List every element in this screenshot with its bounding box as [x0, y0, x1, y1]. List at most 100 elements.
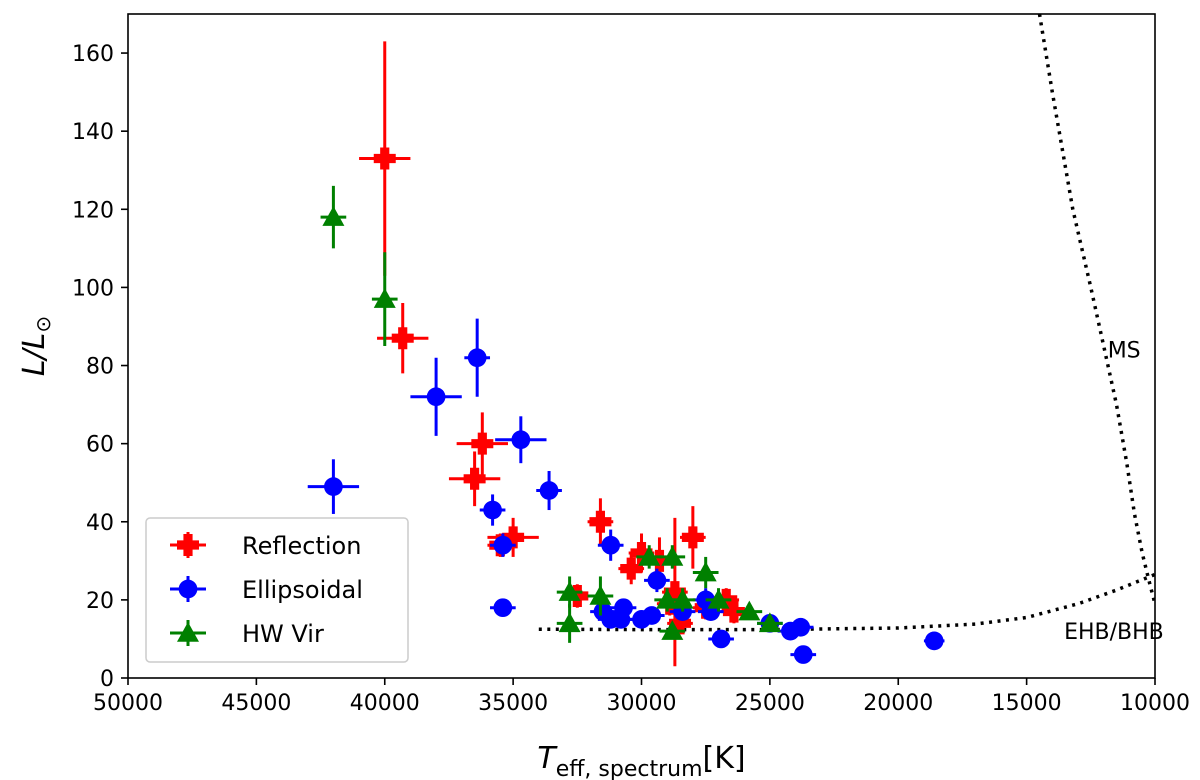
series-hw-vir	[320, 185, 783, 643]
data-point	[692, 556, 719, 589]
x-tick-label: 15000	[992, 691, 1062, 716]
point-marker	[642, 606, 662, 625]
series-layer	[307, 41, 945, 667]
point-marker	[322, 206, 345, 226]
y-tick-label: 60	[86, 433, 114, 458]
x-tick-label: 30000	[607, 691, 677, 716]
legend-item: Reflection	[170, 532, 361, 560]
data-point	[636, 545, 663, 569]
data-point	[371, 252, 398, 346]
point-marker	[711, 629, 731, 649]
annotations: MS EHB/BHB	[1064, 339, 1164, 645]
data-point	[307, 459, 360, 514]
point-marker	[601, 535, 621, 555]
point-marker	[671, 588, 694, 609]
point-marker	[694, 561, 717, 582]
point-marker	[638, 545, 661, 566]
y-tick-label: 40	[86, 511, 114, 536]
point-marker	[589, 584, 612, 605]
data-point	[359, 41, 411, 276]
data-point	[536, 470, 562, 511]
data-point	[495, 416, 547, 464]
point-marker	[391, 327, 414, 350]
y-axis-label: L/L⊙	[17, 316, 55, 376]
point-marker	[373, 288, 396, 308]
data-point	[610, 598, 637, 618]
point-marker	[738, 600, 761, 621]
x-tick-label: 10000	[1120, 691, 1190, 716]
legend-marker	[178, 579, 198, 599]
point-marker	[648, 549, 671, 572]
data-point	[787, 617, 814, 637]
legend-label: Reflection	[242, 532, 361, 560]
point-marker	[722, 600, 745, 623]
x-axis-label-unit: [K]	[703, 741, 746, 776]
data-point	[923, 631, 945, 651]
point-marker	[463, 467, 486, 490]
y-tick-label: 20	[86, 589, 114, 614]
data-point	[708, 629, 734, 649]
annotation-ehb-bhb: EHB/BHB	[1064, 620, 1164, 645]
data-point	[736, 600, 763, 621]
data-point	[556, 576, 583, 608]
annotation-ms: MS	[1108, 339, 1141, 364]
x-tick-label: 35000	[478, 691, 548, 716]
point-marker	[471, 432, 494, 455]
legend-marker	[177, 622, 199, 642]
data-point	[490, 533, 516, 557]
point-marker	[791, 617, 811, 637]
x-axis-label: Teff, spectrum[K]	[537, 741, 745, 780]
data-point	[587, 498, 614, 546]
x-tick-label: 20000	[863, 691, 933, 716]
point-marker	[647, 571, 667, 590]
point-marker	[467, 348, 487, 368]
point-marker	[493, 535, 513, 555]
point-marker	[661, 620, 684, 640]
x-tick-label: 25000	[735, 691, 805, 716]
x-tick-label: 45000	[221, 691, 291, 716]
data-point	[669, 588, 696, 612]
point-marker	[656, 588, 679, 609]
data-point	[790, 645, 817, 664]
data-point	[456, 412, 508, 475]
data-point	[464, 318, 491, 397]
y-axis-label-sub: ⊙	[31, 316, 55, 333]
point-marker	[793, 645, 813, 664]
point-marker	[589, 510, 612, 533]
legend-marker	[177, 534, 200, 557]
point-marker	[681, 526, 704, 549]
data-point	[556, 603, 583, 643]
point-marker	[539, 481, 559, 500]
point-marker	[558, 581, 581, 601]
data-point	[659, 545, 686, 569]
legend-item: Ellipsoidal	[170, 576, 363, 604]
point-marker	[493, 598, 513, 618]
point-marker	[707, 588, 730, 609]
data-point	[638, 606, 665, 625]
data-point	[659, 620, 686, 640]
point-marker	[924, 631, 944, 651]
y-tick-label: 80	[86, 355, 114, 380]
point-marker	[502, 526, 525, 549]
y-tick-label: 160	[72, 42, 114, 67]
point-marker	[483, 500, 502, 520]
data-point	[618, 553, 645, 585]
point-marker	[324, 477, 343, 496]
data-point	[597, 529, 624, 561]
legend-label: Ellipsoidal	[242, 576, 363, 604]
legend-item: HW Vir	[170, 620, 324, 648]
point-marker	[614, 598, 633, 618]
data-point	[410, 357, 462, 436]
legend-box	[145, 517, 409, 663]
data-point	[490, 598, 516, 618]
y-tick-label: 100	[72, 276, 114, 301]
y-tick-label: 140	[72, 120, 114, 145]
legend: Reflection Ellipsoidal HW Vir	[145, 517, 409, 663]
point-marker	[373, 147, 396, 170]
point-marker	[620, 557, 643, 580]
x-axis-label-sub: eff, spectrum	[556, 757, 703, 780]
point-marker	[669, 612, 692, 635]
x-axis: 50000 45000 40000 35000 30000 25000 20000 15000…	[93, 678, 1190, 716]
